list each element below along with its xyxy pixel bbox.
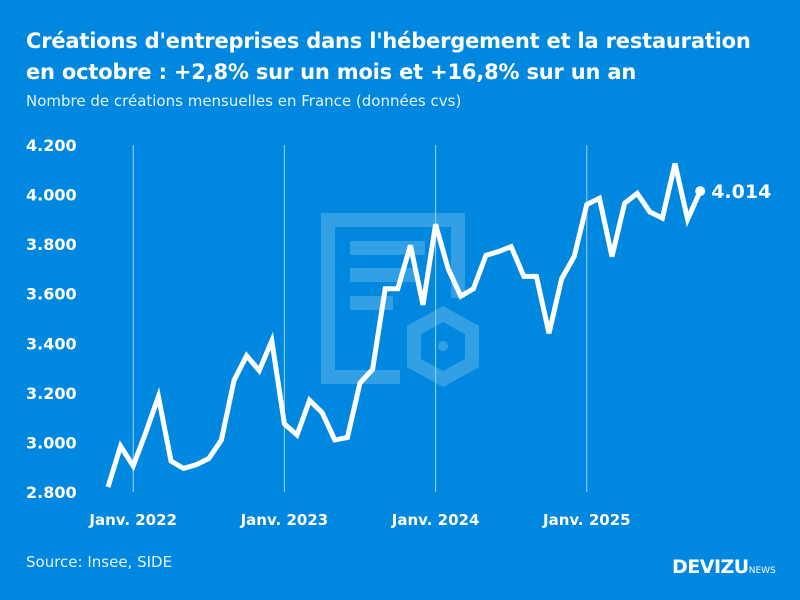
devizu-logo: DEVIZUNEWS (672, 556, 776, 578)
x-tick-label: Janv. 2022 (88, 511, 177, 529)
y-tick-label: 3.600 (26, 285, 77, 304)
y-tick-label: 3.400 (26, 334, 77, 353)
series-line (105, 163, 703, 488)
y-tick-label: 4.200 (26, 136, 77, 155)
chart-subtitle: Nombre de créations mensuelles en France… (26, 92, 462, 110)
logo-main: DEVIZU (672, 556, 749, 578)
x-tick-label: Janv. 2023 (240, 511, 329, 529)
y-tick-label: 3.800 (26, 235, 77, 254)
y-tick-label: 2.800 (26, 483, 77, 502)
last-value-label: 4.014 (711, 181, 771, 203)
x-tick-label: Janv. 2025 (542, 511, 631, 529)
logo-suffix: NEWS (748, 566, 776, 576)
y-tick-label: 3.200 (26, 384, 77, 403)
chart-title: Créations d'entreprises dans l'hébergeme… (26, 29, 751, 84)
x-tick-label: Janv. 2024 (391, 511, 480, 529)
y-tick-label: 4.000 (26, 186, 77, 205)
data-point (695, 186, 706, 197)
watermark-icon (321, 213, 479, 387)
source-note: Source: Insee, SIDE (26, 553, 173, 571)
y-tick-label: 3.000 (26, 433, 77, 452)
